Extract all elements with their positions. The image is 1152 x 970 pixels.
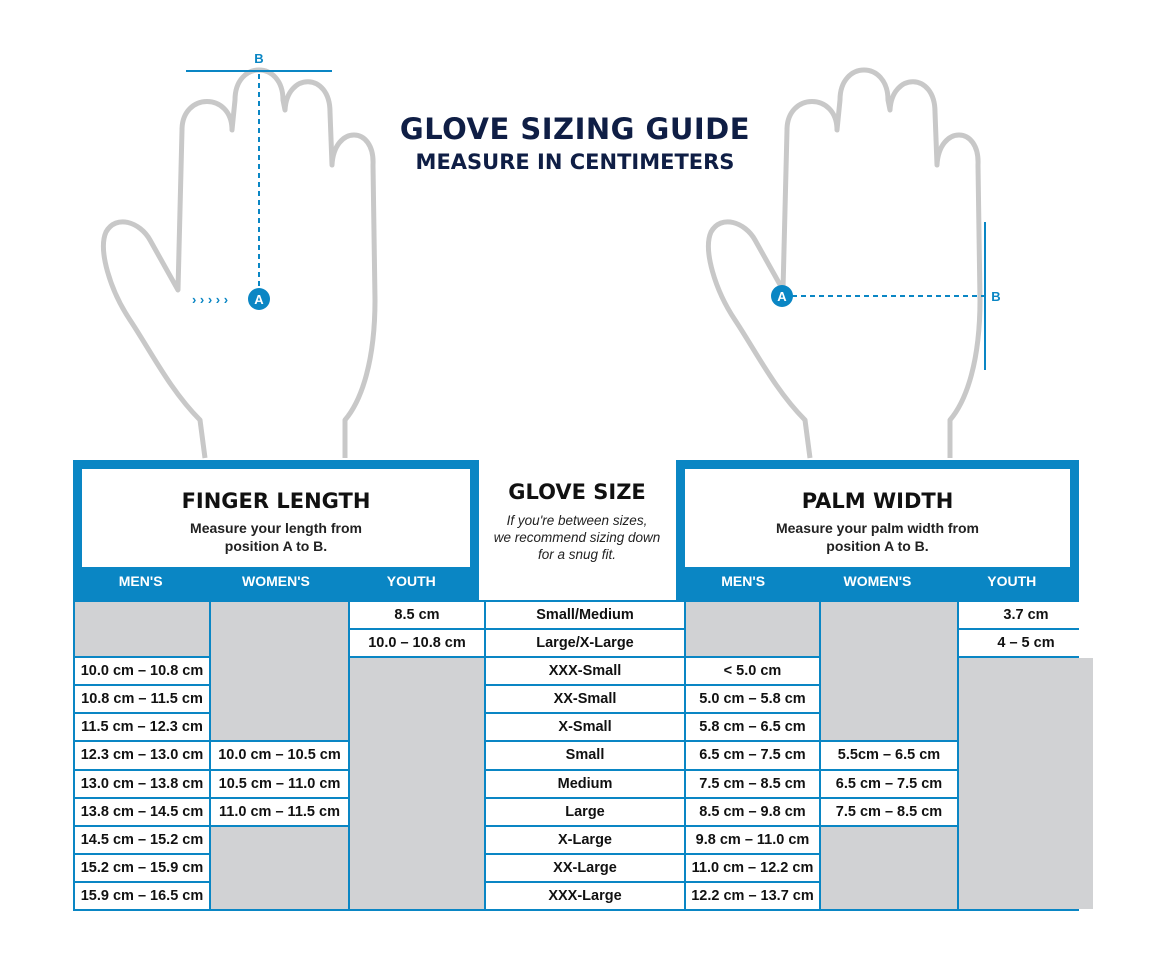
empty-cell	[211, 826, 348, 909]
palm-desc: Measure your palm width from	[775, 520, 980, 536]
finger-desc: Measure your length from	[190, 520, 362, 536]
glove-size-cell: XXX-Small	[486, 658, 684, 685]
marker-b: B	[991, 289, 1000, 304]
hand-diagrams: B › › › › › A A B	[0, 51, 1001, 460]
page-subtitle: MEASURE IN CENTIMETERS	[415, 150, 735, 174]
womens-cell: 10.0 cm – 10.5 cm	[211, 742, 348, 769]
arrow-chevrons: › › › › ›	[192, 292, 228, 307]
glove-note: If you're between sizes,	[506, 513, 648, 528]
finger-desc: position A to B.	[224, 538, 328, 554]
marker-a: A	[254, 292, 264, 307]
size-table: 10.0 cm – 10.8 cm 10.8 cm – 11.5 cm 11.5 c…	[73, 600, 1093, 911]
palm-width-header: PALM WIDTH Measure your palm width from …	[676, 460, 1079, 602]
empty-cell	[821, 826, 957, 909]
empty-cell	[686, 602, 819, 657]
mens-cell: 10.8 cm – 11.5 cm	[75, 686, 209, 713]
mens-cell: 5.0 cm – 5.8 cm	[686, 686, 819, 713]
glove-size-cell: Medium	[486, 770, 684, 797]
glove-size-header: GLOVE SIZE If you're between sizes, we r…	[478, 480, 676, 563]
empty-cell	[211, 602, 348, 741]
col-mens: MEN'S	[721, 573, 766, 589]
mens-cell: 13.8 cm – 14.5 cm	[75, 798, 209, 825]
glove-note: we recommend sizing down	[493, 530, 661, 545]
mens-cell: 11.0 cm – 12.2 cm	[686, 854, 819, 881]
empty-cell	[959, 658, 1093, 909]
youth-cell: 8.5 cm	[350, 602, 484, 629]
glove-size-cell: Small/Medium	[486, 602, 684, 629]
glove-size-cell: X-Large	[486, 826, 684, 853]
womens-cell: 6.5 cm – 7.5 cm	[821, 770, 957, 797]
finger-length-title: FINGER LENGTH	[181, 489, 371, 513]
empty-cell	[821, 602, 957, 741]
page-title: GLOVE SIZING GUIDE	[399, 112, 751, 146]
glove-size-cell: Small	[486, 742, 684, 769]
mens-cell: 13.0 cm – 13.8 cm	[75, 770, 209, 797]
mens-cell: 11.5 cm – 12.3 cm	[75, 714, 209, 741]
mens-cell: 5.8 cm – 6.5 cm	[686, 714, 819, 741]
womens-cell: 11.0 cm – 11.5 cm	[211, 798, 348, 825]
mens-cell: 15.2 cm – 15.9 cm	[75, 854, 209, 881]
youth-cell: 4 – 5 cm	[959, 630, 1093, 657]
finger-length-measure: B › › › › › A	[186, 51, 332, 310]
glove-size-cell: X-Small	[486, 714, 684, 741]
glove-size-cell: XX-Large	[486, 854, 684, 881]
womens-cell: 5.5cm – 6.5 cm	[821, 742, 957, 769]
mens-cell: 15.9 cm – 16.5 cm	[75, 882, 209, 909]
palm-desc: position A to B.	[826, 538, 929, 554]
mens-cell: 9.8 cm – 11.0 cm	[686, 826, 819, 853]
glove-size-title: GLOVE SIZE	[508, 480, 646, 504]
youth-cell: 10.0 – 10.8 cm	[350, 630, 484, 657]
mens-cell: 8.5 cm – 9.8 cm	[686, 798, 819, 825]
glove-size-cell: XXX-Large	[486, 882, 684, 909]
marker-b: B	[254, 51, 263, 66]
mens-cell: 14.5 cm – 15.2 cm	[75, 826, 209, 853]
col-womens: WOMEN'S	[242, 573, 310, 589]
glove-size-cell: XX-Small	[486, 686, 684, 713]
empty-cell	[75, 602, 209, 657]
glove-note: for a snug fit.	[537, 547, 617, 562]
finger-length-header: FINGER LENGTH Measure your length from p…	[73, 460, 479, 602]
mens-cell: 7.5 cm – 8.5 cm	[686, 770, 819, 797]
empty-cell	[350, 658, 484, 909]
left-hand-outline	[103, 70, 375, 458]
col-youth: YOUTH	[386, 573, 436, 589]
womens-cell: 10.5 cm – 11.0 cm	[211, 770, 348, 797]
womens-cell: 7.5 cm – 8.5 cm	[821, 798, 957, 825]
glove-size-cell: Large	[486, 798, 684, 825]
palm-width-measure: A B	[771, 222, 1001, 370]
mens-cell: < 5.0 cm	[686, 658, 819, 685]
col-womens: WOMEN'S	[843, 573, 912, 589]
mens-cell: 10.0 cm – 10.8 cm	[75, 658, 209, 685]
col-mens: MEN'S	[118, 573, 163, 589]
palm-width-title: PALM WIDTH	[801, 489, 954, 513]
marker-a: A	[777, 289, 787, 304]
glove-size-cell: Large/X-Large	[486, 630, 684, 657]
mens-cell: 12.2 cm – 13.7 cm	[686, 882, 819, 909]
mens-cell: 6.5 cm – 7.5 cm	[686, 742, 819, 769]
mens-cell: 12.3 cm – 13.0 cm	[75, 742, 209, 769]
youth-cell: 3.7 cm	[959, 602, 1093, 629]
col-youth: YOUTH	[987, 573, 1037, 589]
